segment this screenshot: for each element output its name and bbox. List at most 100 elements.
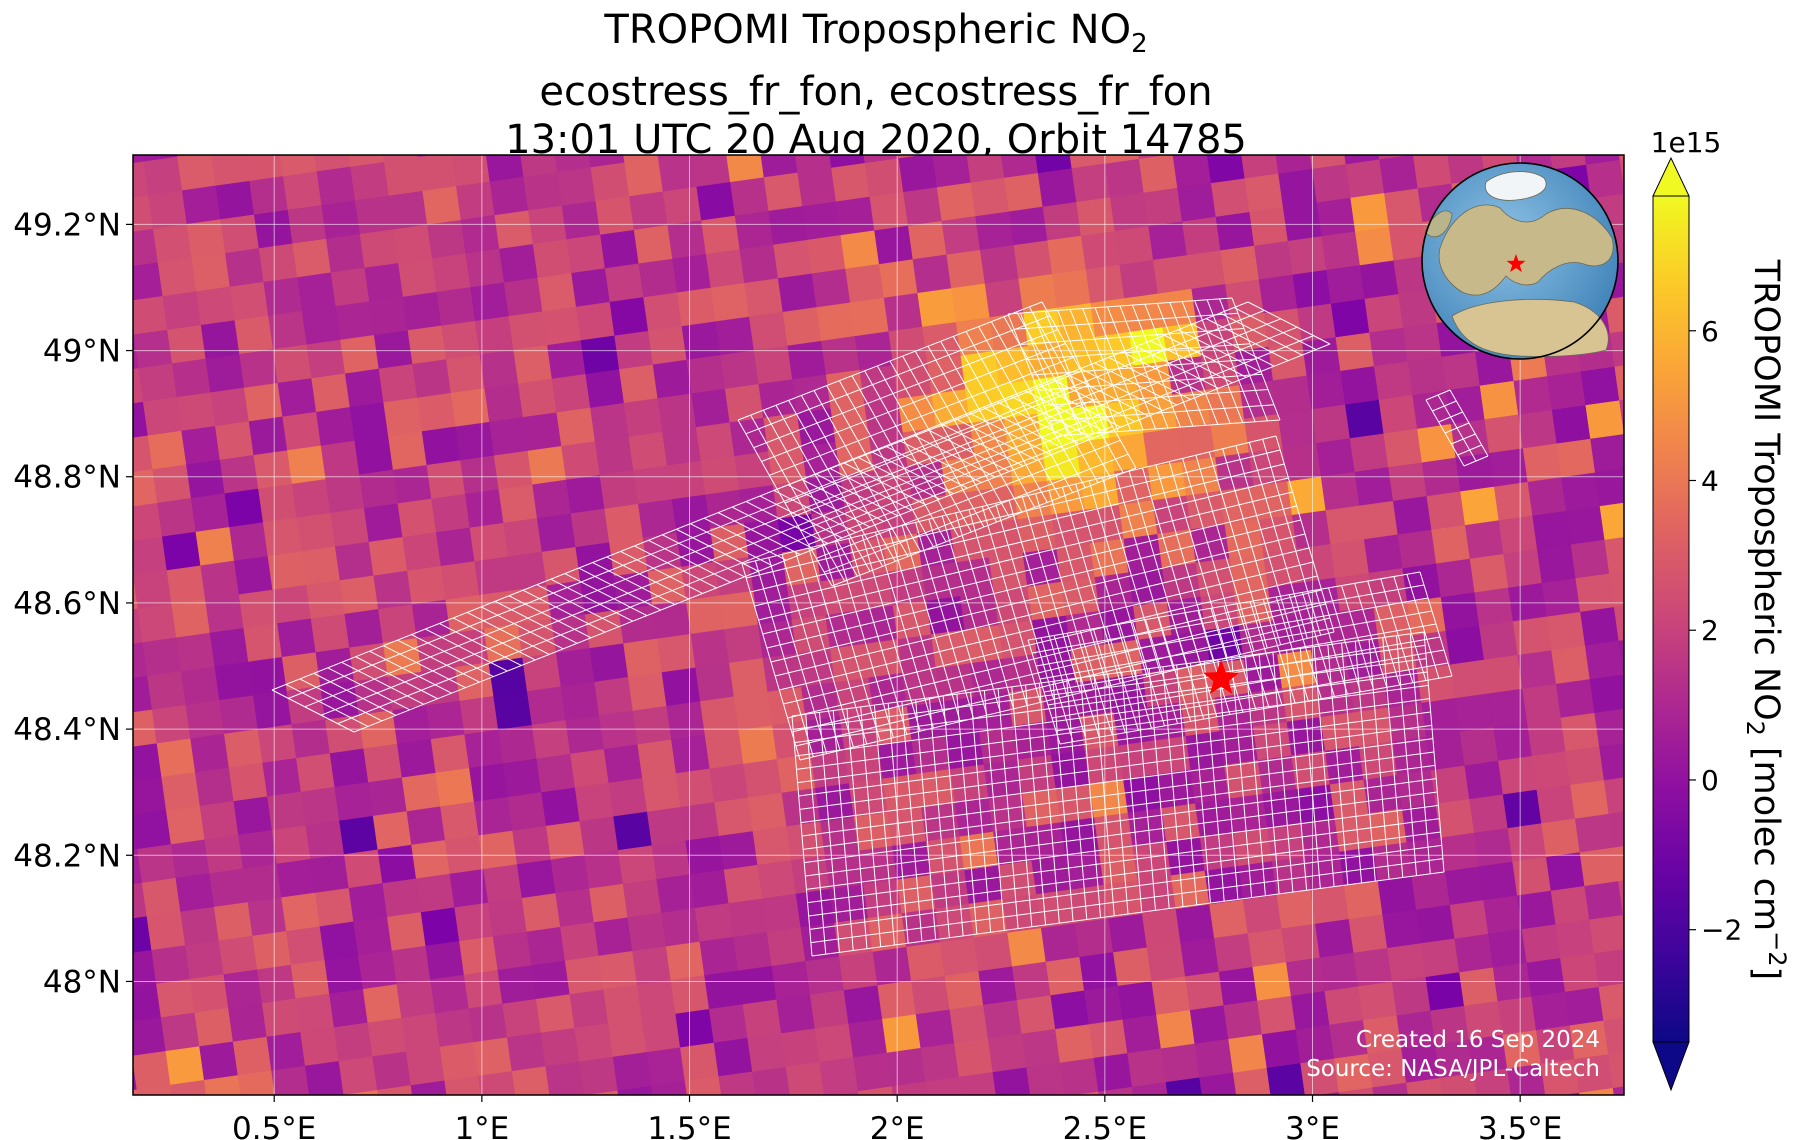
no2-pixel	[869, 191, 909, 232]
no2-pixel	[1096, 92, 1134, 130]
swath-line	[745, 315, 1051, 435]
no2-pixel	[167, 324, 207, 365]
no2-pixel	[1353, 707, 1394, 747]
no2-pixel	[406, 806, 446, 846]
no2-pixel	[1372, 842, 1413, 882]
no2-pixel	[190, 493, 230, 533]
no2-pixel	[287, 445, 327, 485]
no2-pixel	[156, 738, 196, 778]
no2-pixel	[652, 600, 692, 640]
no2-pixel	[296, 512, 336, 552]
no2-pixel	[1618, 155, 1624, 161]
swath-line	[885, 445, 968, 489]
no2-pixel	[281, 892, 321, 932]
no2-pixel	[850, 297, 890, 337]
no2-pixel	[973, 932, 1013, 972]
no2-pixel	[685, 595, 725, 635]
no2-pixel	[203, 1075, 242, 1095]
no2-pixel	[186, 459, 226, 499]
no2-pixel	[853, 812, 893, 852]
no2-pixel	[791, 1096, 829, 1134]
no2-pixel	[1344, 155, 1380, 165]
no2-pixel	[1370, 88, 1408, 126]
no2-pixel	[1618, 1117, 1656, 1140]
swath-line	[899, 440, 982, 484]
no2-pixel	[623, 638, 663, 678]
no2-pixel	[821, 336, 861, 376]
no2-pixel	[883, 292, 923, 333]
no2-pixel	[502, 998, 542, 1039]
no2-pixel	[623, 155, 659, 164]
no2-pixel	[945, 490, 985, 530]
no2-pixel	[383, 157, 424, 197]
no2-pixel	[1545, 852, 1586, 892]
no2-pixel	[291, 719, 331, 759]
no2-pixel	[1269, 102, 1307, 140]
no2-pixel	[686, 355, 726, 395]
no2-pixel	[387, 912, 427, 952]
no2-pixel	[243, 623, 283, 663]
no2-pixel	[1204, 1107, 1242, 1140]
no2-pixel	[593, 917, 633, 957]
no2-pixel	[600, 229, 640, 269]
no2-pixel	[344, 368, 385, 408]
no2-pixel	[584, 609, 624, 649]
no2-pixel	[649, 86, 687, 124]
no2-pixel	[330, 508, 370, 548]
no2-pixel	[190, 733, 230, 773]
no2-pixel	[1531, 991, 1571, 1031]
no2-pixel	[368, 777, 408, 817]
no2-pixel	[863, 155, 900, 164]
swath-line	[1007, 297, 1233, 315]
no2-pixel	[755, 106, 793, 144]
no2-pixel	[787, 340, 827, 380]
no2-pixel	[785, 1062, 825, 1095]
no2-pixel	[474, 556, 514, 596]
no2-pixel	[225, 248, 265, 288]
no2-pixel	[232, 1036, 272, 1076]
no2-pixel	[970, 177, 1010, 217]
no2-pixel	[261, 998, 301, 1038]
no2-pixel	[1228, 793, 1268, 833]
no2-pixel	[1094, 812, 1134, 852]
colorbar: −2 0 2 4 6 1e15 TROPOMI Tropospheric NO2 [mole…	[1651, 126, 1791, 1092]
no2-pixel	[848, 1018, 888, 1059]
no2-pixel	[613, 811, 653, 851]
no2-pixel	[219, 454, 259, 495]
x-tick-label: 2.5°E	[1063, 1111, 1147, 1140]
no2-pixel	[680, 1042, 720, 1082]
no2-pixel	[1103, 155, 1140, 165]
no2-pixel	[1079, 952, 1119, 992]
no2-pixel	[229, 281, 269, 321]
no2-pixel	[691, 388, 731, 428]
no2-pixel	[189, 974, 229, 1014]
swath-line	[1425, 389, 1451, 401]
no2-pixel	[796, 408, 836, 448]
no2-pixel	[633, 225, 673, 265]
no2-pixel	[542, 306, 582, 346]
no2-pixel	[936, 182, 976, 222]
no2-pixel	[658, 155, 698, 193]
swath-line	[927, 429, 1010, 472]
no2-pixel	[1007, 927, 1047, 968]
no2-pixel	[998, 1101, 1036, 1139]
swath-line	[690, 523, 773, 567]
no2-pixel	[262, 517, 303, 557]
no2-pixel	[835, 437, 875, 477]
no2-pixel	[426, 460, 466, 500]
no2-pixel	[180, 906, 220, 946]
no2-pixel	[551, 1096, 589, 1134]
no2-pixel	[377, 844, 417, 884]
no2-pixel	[891, 1081, 928, 1095]
no2-pixel	[728, 898, 768, 938]
no2-pixel	[1055, 1024, 1095, 1064]
swath-small-east	[1425, 389, 1489, 467]
no2-pixel	[329, 748, 369, 788]
no2-pixel	[1473, 1068, 1512, 1095]
no2-pixel	[1117, 981, 1157, 1021]
no2-pixel	[1574, 813, 1615, 853]
swath-line	[784, 384, 1090, 504]
no2-pixel	[74, 1128, 112, 1140]
no2-pixel	[776, 994, 816, 1034]
swath-line	[1019, 328, 1245, 345]
